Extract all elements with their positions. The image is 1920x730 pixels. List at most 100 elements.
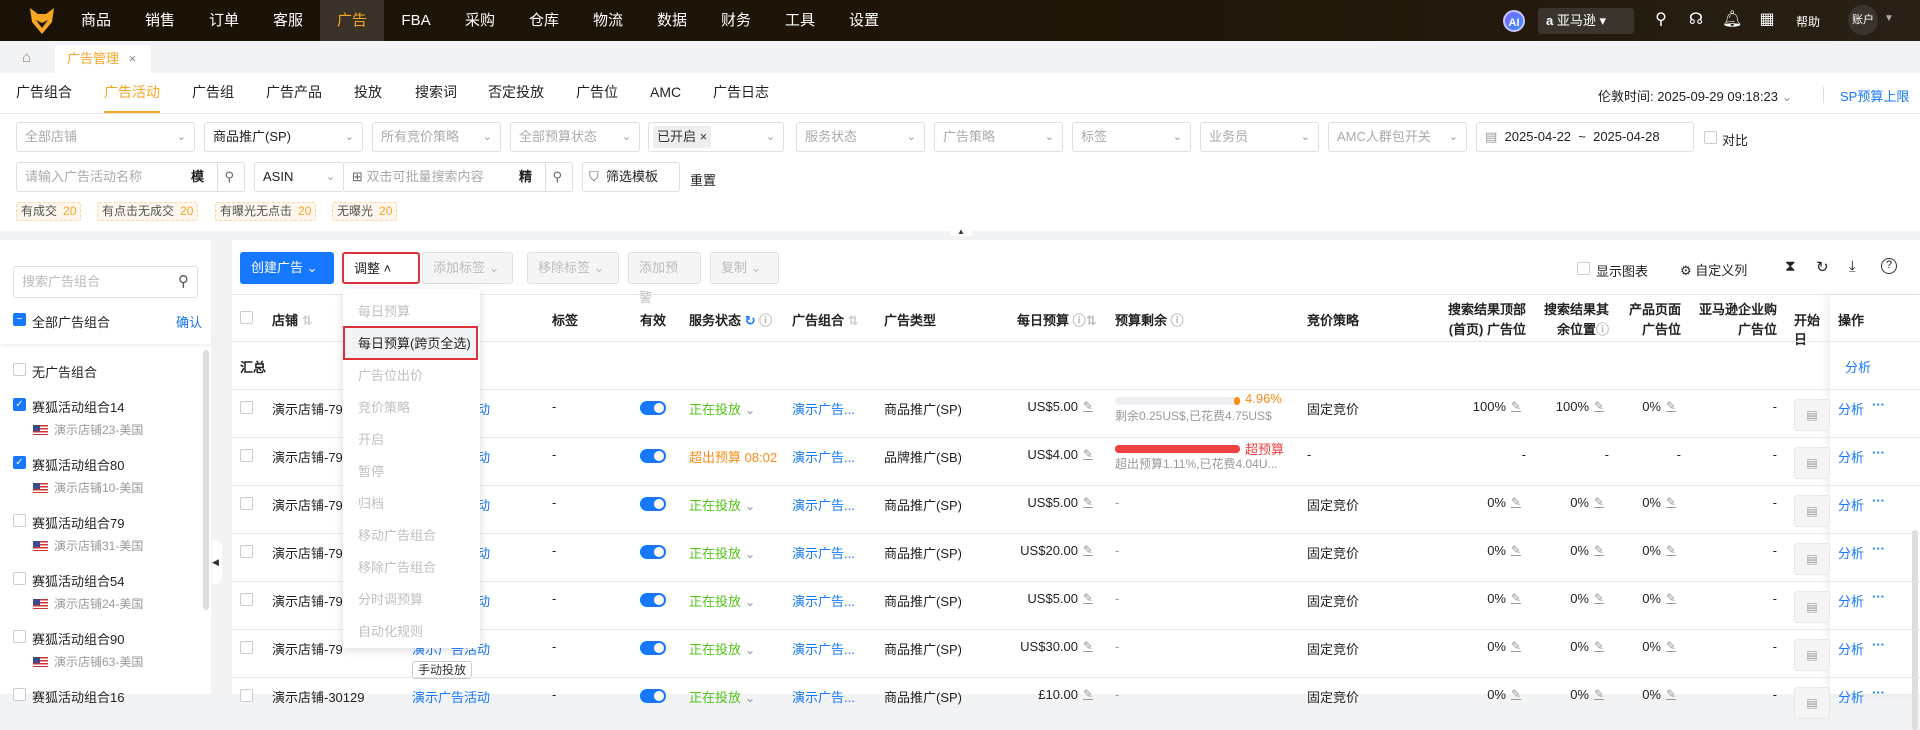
analyze-link[interactable]: 分析 [1838,498,1865,513]
download-icon[interactable]: ⤓ [1849,258,1856,275]
header-group[interactable]: 广告组合 ⇅ [792,313,859,328]
edit-placement-icon[interactable]: ✎ [1666,687,1677,701]
nav-item[interactable]: 订单 [208,12,239,29]
service-status-select[interactable]: 服务状态 ⌄ [796,122,925,152]
more-actions-icon[interactable]: ··· [1872,541,1885,556]
nav-item[interactable]: 销售 [144,12,175,29]
edit-placement-icon[interactable]: ✎ [1666,639,1677,653]
edit-placement-icon[interactable]: ✎ [1511,399,1522,413]
row-checkbox[interactable] [240,545,253,558]
ai-assistant-button[interactable]: AI [1503,10,1525,32]
show-chart-checkbox[interactable] [1577,262,1590,275]
ad-type-select[interactable]: 商品推广(SP) ⌄ [204,122,363,152]
batch-search-input[interactable]: ⊞ 双击可批量搜索内容精 ⚲ [343,162,573,192]
more-actions-icon[interactable]: ··· [1872,589,1885,604]
copy-button[interactable]: 复制 ⌄ [710,252,779,284]
salesman-select[interactable]: 业务员 ⌄ [1200,122,1319,152]
state-select[interactable]: 已开启 × ⌄ [648,122,784,152]
row-checkbox[interactable] [240,449,253,462]
bell-icon[interactable]: 🔔︎ [1722,11,1743,28]
edit-placement-icon[interactable]: ✎ [1594,639,1605,653]
row-checkbox[interactable] [240,401,253,414]
portfolio-link[interactable]: 演示广告... [792,594,855,609]
enabled-toggle[interactable] [640,401,666,415]
collapse-sidebar-button[interactable]: ◀ [212,540,222,584]
edit-placement-icon[interactable]: ✎ [1511,543,1522,557]
service-status[interactable]: 正在投放 ⌄ [689,690,756,705]
edit-budget-icon[interactable]: ✎ [1083,639,1094,653]
enabled-toggle[interactable] [640,545,666,559]
service-status[interactable]: 正在投放 ⌄ [689,498,756,513]
sidebar-scrollbar[interactable] [203,350,209,610]
edit-budget-icon[interactable]: ✎ [1083,543,1094,557]
ad-strategy-select[interactable]: 广告策略 ⌄ [934,122,1063,152]
bid-strategy-select[interactable]: 所有竞价策略 ⌄ [372,122,501,152]
chip-close-icon[interactable]: × [699,129,708,144]
edit-placement-icon[interactable]: ✎ [1511,495,1522,509]
portfolio-link[interactable]: 演示广告... [792,402,855,417]
campaign-name-link[interactable]: 演示广告活动 [412,690,491,705]
search-icon[interactable]: ⚲ [545,163,562,191]
nav-item[interactable]: 采购 [464,12,495,29]
summary-analyze-link[interactable]: 分析 [1845,360,1872,375]
portfolio-checkbox[interactable] [13,572,26,585]
tag-select[interactable]: 标签 ⌄ [1072,122,1191,152]
nav-item[interactable]: FBA [401,12,431,29]
portfolio-link[interactable]: 演示广告... [792,450,855,465]
edit-placement-icon[interactable]: ✎ [1594,495,1605,509]
portfolio-link[interactable]: 演示广告... [792,546,855,561]
service-status[interactable]: 正在投放 ⌄ [689,594,756,609]
search-icon[interactable]: ⚲ [178,273,189,290]
enabled-toggle[interactable] [640,497,666,511]
edit-placement-icon[interactable]: ✎ [1594,591,1605,605]
enabled-toggle[interactable] [640,449,666,463]
subtab[interactable]: AMC [650,84,682,100]
add-tag-button[interactable]: 添加标签 ⌄ [422,252,513,284]
reset-button[interactable]: 重置 [690,173,717,188]
edit-placement-icon[interactable]: ✎ [1666,591,1677,605]
schedule-calendar-button[interactable]: ▤ [1794,591,1830,623]
portfolio-item[interactable]: 赛狐活动组合54 [32,574,125,589]
nav-item[interactable]: 数据 [656,12,687,29]
nav-item[interactable]: 客服 [272,12,303,29]
exact-mode-toggle[interactable]: 精 [518,169,532,184]
fuzzy-mode-toggle[interactable]: 模 [190,169,204,184]
analyze-link[interactable]: 分析 [1838,594,1865,609]
filter-template-button[interactable]: ⛉ 筛选模板 [582,162,680,192]
account-dropdown-icon[interactable]: ▼ [1884,13,1894,24]
quick-filter-tag[interactable]: 有点击无成交 20 [97,202,199,221]
more-actions-icon[interactable]: ··· [1872,445,1885,460]
nav-item[interactable]: 财务 [720,12,751,29]
header-shop[interactable]: 店铺 ⇅ [272,313,313,328]
portfolio-link[interactable]: 演示广告... [792,642,855,657]
more-actions-icon[interactable]: ··· [1872,397,1885,412]
enabled-toggle[interactable] [640,689,666,703]
portfolio-checkbox[interactable] [13,630,26,643]
header-budget[interactable]: 每日预算 ⓘ⇅ [1017,313,1097,328]
schedule-calendar-button[interactable]: ▤ [1794,399,1830,431]
schedule-calendar-button[interactable]: ▤ [1794,447,1830,479]
portfolio-link[interactable]: 演示广告... [792,498,855,513]
row-checkbox[interactable] [240,497,253,510]
edit-placement-icon[interactable]: ✎ [1511,639,1522,653]
row-checkbox[interactable] [240,641,253,654]
edit-placement-icon[interactable]: ✎ [1666,399,1677,413]
subtab[interactable]: 广告日志 [713,84,769,100]
nav-item[interactable]: 商品 [80,12,111,29]
refresh-icon[interactable]: ↻ [744,313,756,328]
close-icon[interactable]: × [128,51,137,66]
service-status[interactable]: 超出预算 08:02 [689,450,778,465]
more-actions-icon[interactable]: ··· [1872,685,1885,700]
subtab[interactable]: 投放 [354,84,382,100]
edit-budget-icon[interactable]: ✎ [1083,399,1094,413]
custom-columns-button[interactable]: ⚙ 自定义列 [1680,263,1748,278]
portfolio-item[interactable]: 赛狐活动组合14 [32,400,125,415]
analyze-link[interactable]: 分析 [1838,546,1865,561]
tab-ad-management[interactable]: 广告管理 × [55,45,151,73]
portfolio-checkbox[interactable]: ✓ [13,398,26,411]
search-icon[interactable]: ⚲ [1655,11,1667,28]
quick-filter-tag[interactable]: 有曝光无点击 20 [215,202,317,221]
portfolio-link[interactable]: 演示广告... [792,690,855,705]
apps-grid-icon[interactable]: ▦ [1759,11,1775,28]
help-link[interactable]: 帮助 [1796,15,1821,29]
